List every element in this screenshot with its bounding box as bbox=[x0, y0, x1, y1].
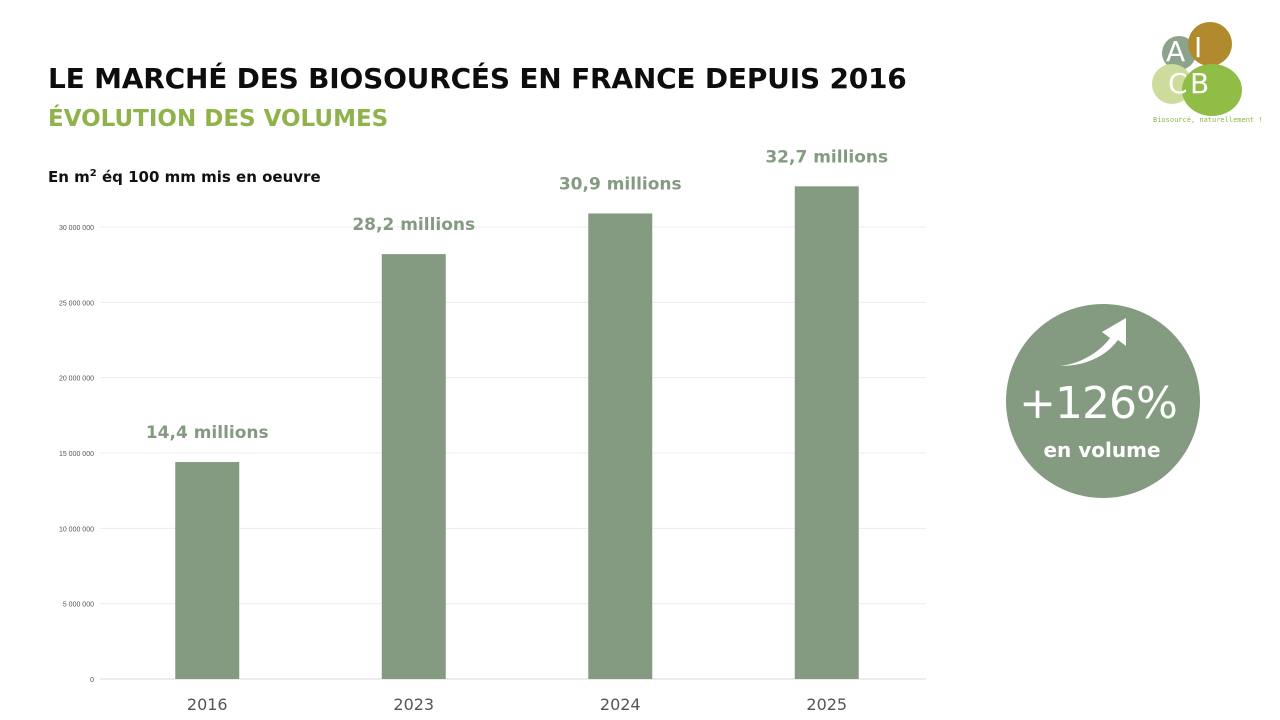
growth-badge: +126% en volume bbox=[1006, 304, 1200, 498]
bar-2024 bbox=[588, 213, 653, 679]
growth-value: +126% bbox=[1019, 378, 1178, 429]
data-label: 28,2 millions bbox=[352, 215, 475, 235]
data-label: 30,9 millions bbox=[559, 174, 682, 194]
x-tick-label: 2024 bbox=[600, 695, 641, 714]
y-tick-label: 15 000 000 bbox=[59, 451, 94, 458]
y-tick-label: 20 000 000 bbox=[59, 376, 94, 383]
logo-circle-i bbox=[1188, 22, 1232, 66]
bar-2025 bbox=[794, 186, 859, 679]
logo-letter-a: A bbox=[1166, 35, 1186, 68]
bar-2016 bbox=[175, 462, 240, 679]
logo-letter-c: C bbox=[1168, 67, 1188, 100]
unit-suffix: éq 100 mm mis en oeuvre bbox=[96, 168, 321, 186]
x-axis-labels: 2016 2023 2024 2025 bbox=[187, 695, 847, 714]
logo-circle-b bbox=[1182, 64, 1242, 116]
trending-up-arrow-icon bbox=[1060, 318, 1126, 366]
bar-2023 bbox=[381, 254, 446, 679]
y-tick-label: 25 000 000 bbox=[59, 300, 94, 307]
y-tick-label: 5 000 000 bbox=[63, 602, 94, 609]
bars bbox=[175, 186, 859, 679]
y-tick-label: 30 000 000 bbox=[59, 225, 94, 232]
page-title: LE MARCHÉ DES BIOSOURCÉS EN FRANCE DEPUI… bbox=[48, 62, 907, 95]
data-labels: 14,4 millions 28,2 millions 30,9 millions 3… bbox=[146, 147, 888, 443]
logo-letter-i: I bbox=[1194, 31, 1203, 64]
unit-label: En m2 éq 100 mm mis en oeuvre bbox=[48, 168, 321, 186]
data-label: 32,7 millions bbox=[765, 147, 888, 167]
x-tick-label: 2025 bbox=[806, 695, 847, 714]
logo-letter-b: B bbox=[1190, 67, 1210, 100]
logo-tagline: Biosourcé, naturellement ! bbox=[1153, 116, 1263, 124]
y-axis-ticks: 0 5 000 000 10 000 000 15 000 000 20 000 000… bbox=[59, 225, 94, 684]
x-tick-label: 2023 bbox=[393, 695, 434, 714]
x-tick-label: 2016 bbox=[187, 695, 228, 714]
growth-label: en volume bbox=[1043, 438, 1161, 462]
unit-superscript: 2 bbox=[89, 168, 97, 179]
y-tick-label: 10 000 000 bbox=[59, 526, 94, 533]
bar-chart: 0 5 000 000 10 000 000 15 000 000 20 000 000… bbox=[59, 147, 926, 714]
page-subtitle: ÉVOLUTION DES VOLUMES bbox=[48, 106, 389, 132]
aicb-logo: A I C B Biosourcé, naturellement ! bbox=[1150, 22, 1263, 128]
unit-prefix: En m bbox=[48, 168, 90, 186]
y-tick-label: 0 bbox=[90, 677, 94, 684]
data-label: 14,4 millions bbox=[146, 423, 269, 443]
